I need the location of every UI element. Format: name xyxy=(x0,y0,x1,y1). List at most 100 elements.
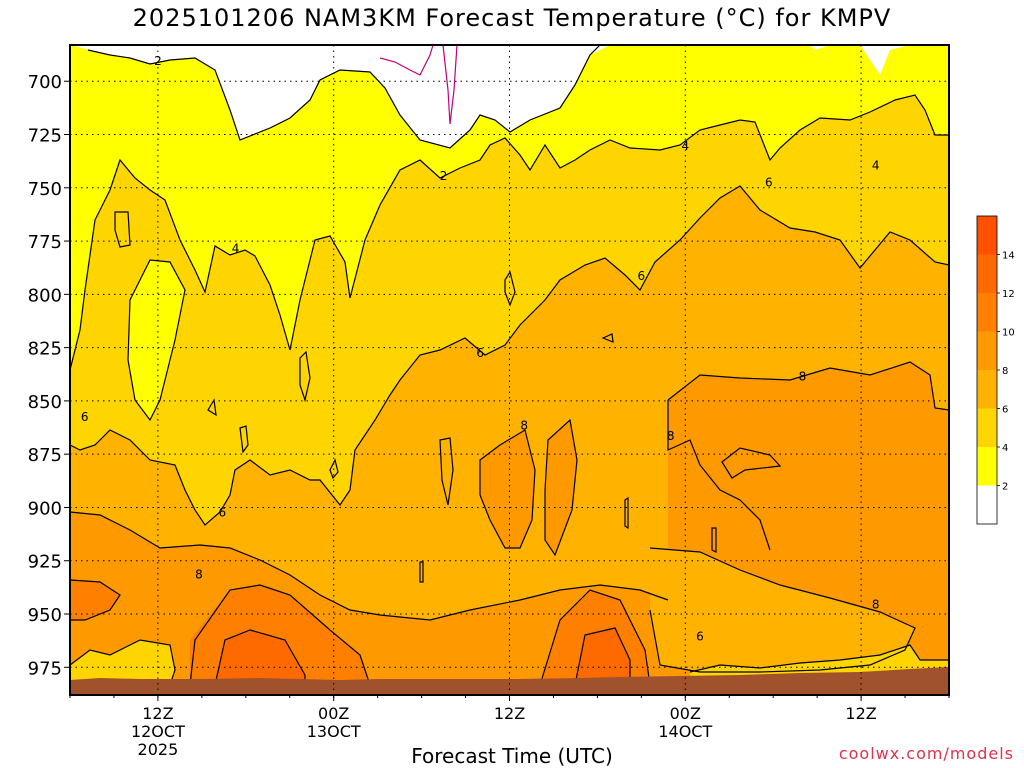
contour-label: 8 xyxy=(667,429,675,443)
y-tick-label: 875 xyxy=(28,445,62,466)
y-tick-label: 750 xyxy=(28,179,62,200)
colorbar-label: 14 xyxy=(1002,251,1015,262)
fill-0-2-right xyxy=(810,45,910,75)
colorbar: 14 12 10 8 6 4 2 xyxy=(976,215,1015,525)
x-tick-label: 2025 xyxy=(138,740,179,759)
colorbar-bin xyxy=(977,408,997,447)
contour-small-blip-4 xyxy=(439,437,454,506)
contour-lines xyxy=(70,45,949,686)
contour-small-blip-10 xyxy=(711,527,717,553)
colorbar-label: 6 xyxy=(1002,405,1008,416)
contour-6 xyxy=(70,185,949,526)
y-tick-label: 775 xyxy=(28,232,62,253)
y-tick-label: 700 xyxy=(28,72,62,93)
fill-10-12-west-edge xyxy=(70,580,120,620)
y-tick-label: 975 xyxy=(28,658,62,679)
contour-4-left-loop xyxy=(127,259,186,422)
contour-value-labels: 2 2 4 4 4 6 6 6 6 6 6 8 8 8 8 8 xyxy=(81,54,880,643)
contour-label: 6 xyxy=(81,410,89,424)
y-tick-label: 950 xyxy=(28,605,62,626)
fill-12-14-core-1 xyxy=(215,630,305,685)
x-tick-label: 12Z xyxy=(142,704,173,723)
fill-8-10-mid-blob-2 xyxy=(545,420,577,555)
contour-6-surface-right xyxy=(689,644,949,673)
contour-label: 6 xyxy=(219,506,227,520)
x-axis-title: Forecast Time (UTC) xyxy=(411,744,613,768)
contour-small-blip-7 xyxy=(207,398,217,417)
fill-6-8-surface-pocket xyxy=(650,548,915,672)
contour-2 xyxy=(87,45,601,149)
fill-12-14-core-2 xyxy=(575,628,630,685)
y-tick-label: 725 xyxy=(28,126,62,147)
contour-12-core-1 xyxy=(214,629,306,686)
contour-8-lower xyxy=(70,511,669,621)
colorbar-bin xyxy=(977,331,997,370)
contour-label: 6 xyxy=(638,269,646,283)
ground-surface xyxy=(70,667,949,695)
contour-label: 4 xyxy=(232,241,240,255)
contour-8-east-side xyxy=(667,400,771,551)
contour-8-small-loop xyxy=(721,447,782,479)
credit-text: coolwx.com/models xyxy=(838,744,1014,763)
contour-label: 8 xyxy=(872,597,880,611)
x-tick-label: 14OCT xyxy=(658,722,712,741)
contour-small-blip-9 xyxy=(624,496,629,530)
x-tick-label: 00Z xyxy=(318,704,349,723)
colorbar-bin xyxy=(977,447,997,486)
colorbar-label: 2 xyxy=(1002,482,1008,493)
colorbar-bin xyxy=(977,485,997,524)
x-tick-label: 12Z xyxy=(845,704,876,723)
contour-8-upper xyxy=(667,361,949,411)
contour-4 xyxy=(70,94,949,371)
colorbar-bin xyxy=(977,293,997,332)
contour-8-blob-1 xyxy=(479,429,536,549)
contour-label: 8 xyxy=(520,418,528,432)
fill-4-6-surface xyxy=(70,640,175,685)
contour-small-blip-5 xyxy=(114,211,131,248)
colorbar-label: 8 xyxy=(1002,366,1008,377)
colorbar-bin xyxy=(977,370,997,409)
x-tick-label: 12Z xyxy=(494,704,525,723)
colorbar-label: 4 xyxy=(1002,443,1008,454)
contour-6-pocket xyxy=(649,547,916,673)
fill-2-4-region xyxy=(70,45,949,370)
chart-title: 2025101206 NAM3KM Forecast Temperature (… xyxy=(132,4,892,32)
y-tick-label: 925 xyxy=(28,552,62,573)
contour-10-west xyxy=(70,579,121,621)
x-tick-label: 13OCT xyxy=(307,722,361,741)
contour-12-core-2 xyxy=(574,627,631,686)
y-tick-label: 825 xyxy=(28,339,62,360)
contour-small-blip-11 xyxy=(419,561,424,583)
contour-10-right xyxy=(539,589,651,686)
contour-small-blip-2 xyxy=(504,270,516,307)
contour-label: 4 xyxy=(872,158,880,172)
y-axis: 700 725 750 775 800 825 850 875 900 925 950 975 xyxy=(28,72,70,679)
y-tick-label: 850 xyxy=(28,392,62,413)
contour-label: 8 xyxy=(195,568,203,582)
contour-small-blip-6 xyxy=(239,425,249,454)
x-tick-label: 00Z xyxy=(670,704,701,723)
contour-small-blip-8 xyxy=(601,333,614,343)
colorbar-label: 10 xyxy=(1002,328,1015,339)
y-tick-label: 900 xyxy=(28,498,62,519)
grid xyxy=(70,45,949,695)
contour-label: 4 xyxy=(681,139,689,153)
contour-label: 8 xyxy=(799,369,807,383)
contour-zero-magenta xyxy=(379,45,458,125)
x-tick-label: 12OCT xyxy=(131,722,185,741)
contour-6-surface-left xyxy=(70,639,176,686)
colorbar-bin xyxy=(977,216,997,255)
contour-label: 2 xyxy=(440,169,448,183)
contour-label: 2 xyxy=(154,54,162,68)
contour-8-blob-2 xyxy=(544,418,578,557)
fill-8-10-mid-blob-1 xyxy=(480,430,535,548)
contour-label: 6 xyxy=(765,175,773,189)
contour-small-blip-1 xyxy=(299,350,311,403)
y-tick-label: 800 xyxy=(28,285,62,306)
contour-10-center xyxy=(189,584,371,686)
fill-2-4-left-blob xyxy=(128,260,185,420)
colorbar-bin xyxy=(977,254,997,293)
contour-label: 6 xyxy=(476,346,484,360)
